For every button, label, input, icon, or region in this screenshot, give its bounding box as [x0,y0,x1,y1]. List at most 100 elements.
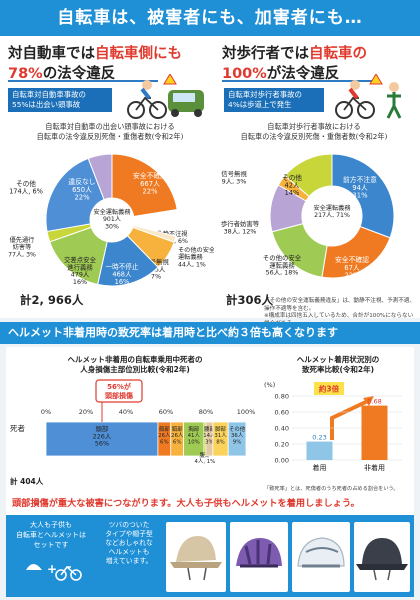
callout-line1: 56%が [107,382,131,391]
pie-slice-label-line: 進行義務 [67,262,93,271]
bar-segment-label-line: 226人 [93,432,112,440]
bar-segment-label: 頸部 26人 6% [171,425,184,445]
pie-slice-label-line: その他 [16,179,36,188]
pie-slice-label-line: 22% [74,194,90,202]
cap-helmet-image [356,538,408,581]
fatality-y-unit: (%) [264,381,275,389]
bar-segment-label-line: 4人, 1% [195,458,216,465]
bar-segment-label-line: 頸部 [172,425,183,433]
y-tick-label: 0.80 [275,393,289,401]
bar-segment-label-line: 脚部 [215,425,226,433]
x-tick-label: 0% [41,408,51,416]
bar-segment-label-line: 顔部 [159,425,170,433]
pie-slice-label-line: 44人, 1% [178,261,206,268]
rate-bar [306,441,333,460]
pie-slice-label: 安全不確認 67人 22% [335,255,369,280]
pie-center-label-line: 217人, 71% [314,212,350,219]
pie-center [302,186,362,246]
pie-center-label: 安全運転義務 901人 30% [93,208,131,230]
left-chart-total: 計2, 966人 [20,293,84,307]
promo-text-style: ツバのついた タイプや帽子型 などおしゃれな ヘルメットも 増えています。 [105,521,153,565]
pie-slice-label-line: 9人, 3% [222,177,247,185]
pie-slice-label-line: その他の安全 [178,246,214,254]
injury-stacked-bar-chart: 56%が 頭部損傷 死者 計 404人 0% 20% 40% 60% 80% 100% 頭部… [10,379,256,486]
bar-segment-label-line: 8% [216,439,225,445]
pie-slice-label-line: 22% [142,188,158,196]
pie-center [90,198,134,242]
pie-slice-label-line: 優先通行 [10,236,35,244]
pie-slice-label-line: 信号無視 [221,169,247,178]
left-heading-line1: 対自動車では自転車側にも [8,46,182,62]
x-tick-label: 60% [159,408,173,416]
pie-slice-label: その他の安全運転義務 56人, 18% [263,253,302,277]
rate-category-label: 着用 [313,463,327,472]
pie-slice-label-line: 479人 [71,271,90,279]
pie-slice-label-line: 前方不注意 [343,175,377,184]
fatality-bar-chart: (%) 約3倍 「致死率」とは、死傷者のうち死者の占める割合をいう。 0.00 0… [264,381,402,492]
pie-slice-label-line: 38人, 12% [224,227,257,235]
x-tick-label: 80% [199,408,213,416]
pie-slice-label-line: 運転義務 [178,253,204,261]
pie-slice-label-line: 77人, 3% [8,251,36,258]
bar-segment-label-line: 41人 [188,432,201,439]
pie-slice-label-line: 67人 [344,264,360,272]
pie-slice-label-line: 174人, 6% [9,188,43,196]
left-heading-underline [8,80,158,82]
right-chart-total: 計306人 [226,293,274,307]
injury-chart-total: 計 404人 [10,476,44,486]
pie-slice-label-line: 56人, 18% [266,269,299,277]
left-note: 自転車対自動車事故の 55%は出会い頭事故 [8,88,112,112]
pie-slice-label-line: 信号無視 [143,257,169,266]
callout-line2: 頭部損傷 [105,391,133,400]
pie-slice-label-line: 動静不注視 [157,230,188,238]
warning-text: 頭部損傷が重大な被害につながります。大人も子供もヘルメットを着用しましょう。 [12,498,360,509]
bar-segment-label-line: 10% [188,439,200,445]
x-tick-label: 100% [237,408,256,416]
pie-center-label-line: 安全運転義務 [313,204,351,212]
bar-segment-label-line: 14人 [203,432,216,439]
car-bicycle-illustration [127,74,204,119]
pie-slice-label: 歩行者妨害等 38人, 12% [221,219,260,235]
rate-bar-value: 0.68 [367,398,381,406]
x-tick-label: 40% [119,408,133,416]
bar-segment-label: その他 36人 9% [229,425,246,445]
left-chart-caption: 自転車対自動車の出会い頭事故における 自転車の法令違反別死傷・重傷者数(令和2年) [36,122,184,141]
bar-segment-label-line: 腹部 [200,451,211,459]
bar-segment-label-line: 31人 [214,432,227,439]
pie-slice-label: その他 174人, 6% [9,179,43,196]
pie-slice-label-line: 違反なし [68,177,95,186]
pie-center-label-line: 安全運転義務 [93,208,131,216]
bar-segment-label-line: 9% [233,439,242,445]
promo-text-set: 大人も子供も 自転車とヘルメットは セットです [16,521,86,549]
injury-chart-title: ヘルメット非着用の自転車乗用中死者の 人身損傷主部位別比較(令和2年) [67,355,203,374]
head-injury-callout: 56%が 頭部損傷 [95,379,143,403]
brimmed-helmet-image [170,536,222,581]
increase-arrowhead [363,396,374,406]
bar-segment-label-line: 6% [160,439,169,445]
helmet-photo-white [292,522,350,592]
right-pie-chart: 前方不注意 94人 31% 安全不確認 67人 22% その他の安全運転義務 56人, 18%… [221,153,395,280]
pie-center-label-line: 901人 [103,216,121,223]
rate-bar [361,405,388,460]
pie-slice-label: 違反なし 650人 22% [68,177,95,202]
right-heading-underline [222,80,372,82]
pie-slice-label: 優先通行妨害等 77人, 3% [8,236,36,258]
pie-slice-label: 一時不停止 468人 16% [106,262,139,286]
right-heading-line1: 対歩行者では自転車の [222,46,367,62]
pie-slice-label-line: 16% [73,278,87,286]
pie-slice-label-line: 7% [151,273,161,281]
bar-segment-label-line: 6% [173,439,182,445]
bar-segment-label: 頭部 226人 56% [93,424,112,448]
pie-slice-label-line: その他 [282,173,302,182]
bar-segment-label: 腹部 4人, 1% [195,451,216,465]
y-tick-label: 0.60 [275,409,289,417]
pie-slice-label: その他の安全運転義務 44人, 1% [178,246,214,268]
pie-slice-label-line: 22% [344,272,360,280]
bar-segment [45,421,159,457]
bar-segment-label-line: 胸部 [188,425,199,433]
bar-segment-label: 腰部 14人 3% [203,425,216,445]
right-chart-caption: 自転車対歩行者事故における 自転車の法令違反別死傷・重傷者数(令和2年) [240,122,388,141]
bar-segment-label-line: 頭部 [96,424,109,433]
pie-slice-label-line: その他の安全 [263,253,302,262]
